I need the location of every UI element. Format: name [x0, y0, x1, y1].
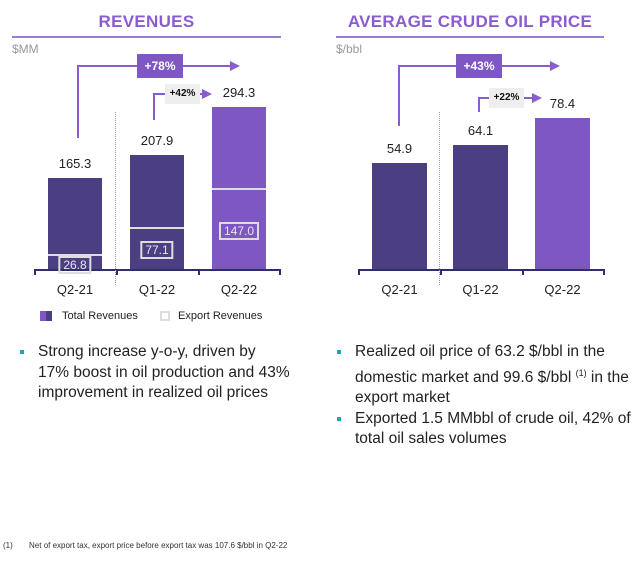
growth-line-vertical: [153, 93, 155, 120]
bar-q1-22: 77.1: [130, 154, 184, 269]
growth-badge: +22%: [489, 88, 524, 108]
export-value-label: 77.1: [140, 240, 174, 259]
bullet-text-tail: in the export market: [355, 368, 629, 407]
bullet-item: Exported 1.5 MMbbl of crude oil, 42% of …: [337, 409, 632, 450]
axis-tick: [198, 269, 200, 275]
revenues-title-rule: [12, 36, 281, 38]
legend-total-revenues: Total Revenues: [40, 310, 138, 322]
x-tick-label: Q2-21: [381, 282, 418, 297]
arrow-right-icon: [202, 89, 212, 99]
revenue-bullets: Strong increase y-o-y, driven by 17% boo…: [20, 342, 290, 404]
arrow-right-icon: [532, 93, 542, 103]
growth-line-vertical: [398, 65, 400, 126]
revenues-unit: $MM: [12, 42, 39, 56]
value-label: 54.9: [386, 141, 413, 157]
bar-q2-21: [372, 163, 427, 269]
x-tick-label: Q1-22: [138, 282, 176, 297]
bar-q2-22: [535, 117, 590, 269]
value-label: 294.3: [222, 85, 256, 101]
axis-tick: [358, 269, 360, 275]
growth-line-vertical: [478, 97, 480, 112]
value-label: 64.1: [467, 123, 494, 139]
x-tick-label: Q2-22: [220, 282, 258, 297]
legend-export-label: Export Revenues: [178, 310, 263, 322]
growth-badge: +43%: [456, 54, 502, 78]
footnote: (1) Net of export tax, export price befo…: [3, 541, 287, 550]
oil-bullets: Realized oil price of 63.2 $/bbl in the …: [337, 342, 632, 450]
oil-price-title-rule: [336, 36, 604, 38]
value-label: 78.4: [549, 95, 576, 111]
value-label: 207.9: [140, 132, 174, 148]
x-tick-label: Q2-22: [544, 282, 581, 297]
growth-line-vertical: [77, 65, 79, 138]
bullet-item: Strong increase y-o-y, driven by 17% boo…: [20, 342, 290, 404]
export-segment: 77.1: [130, 226, 184, 269]
bar-q2-21: 26.8: [48, 178, 102, 275]
x-axis: [34, 269, 280, 271]
export-segment: 26.8: [48, 254, 102, 275]
x-tick-label: Q1-22: [462, 282, 499, 297]
arrow-right-icon: [550, 61, 560, 71]
x-axis: [358, 269, 604, 271]
category-separator: [439, 112, 440, 285]
legend-total-swatch-icon: [40, 311, 52, 321]
export-value-label: 26.8: [58, 256, 92, 275]
axis-tick: [116, 269, 118, 275]
oil-price-title: AVERAGE CRUDE OIL PRICE: [347, 12, 593, 31]
export-value-label: 147.0: [218, 221, 260, 240]
category-separator: [115, 112, 116, 285]
axis-tick: [440, 269, 442, 275]
value-label: 165.3: [58, 156, 92, 172]
arrow-right-icon: [230, 61, 240, 71]
footnote-ref: (1): [575, 367, 587, 378]
axis-tick: [279, 269, 281, 275]
oil-price-unit: $/bbl: [336, 42, 363, 56]
export-segment: 147.0: [212, 188, 266, 269]
legend-total-label: Total Revenues: [62, 310, 138, 322]
axis-tick: [522, 269, 524, 275]
axis-tick: [603, 269, 605, 275]
bar-q2-22: 147.0: [212, 107, 266, 269]
footnote-text: Net of export tax, export price before e…: [29, 541, 288, 550]
growth-badge: +42%: [165, 84, 200, 104]
bullet-text: Realized oil price of 63.2 $/bbl in the …: [355, 343, 605, 386]
axis-tick: [34, 269, 36, 275]
growth-badge: +78%: [137, 54, 183, 78]
revenues-title: REVENUES: [98, 12, 195, 31]
legend-export-swatch-icon: [160, 311, 170, 321]
bullet-item: Realized oil price of 63.2 $/bbl in the …: [337, 342, 632, 409]
legend-export-revenues: Export Revenues: [160, 310, 262, 322]
bar-q1-22: [453, 145, 508, 269]
x-tick-label: Q2-21: [56, 282, 94, 297]
footnote-marker: (1): [3, 541, 13, 550]
